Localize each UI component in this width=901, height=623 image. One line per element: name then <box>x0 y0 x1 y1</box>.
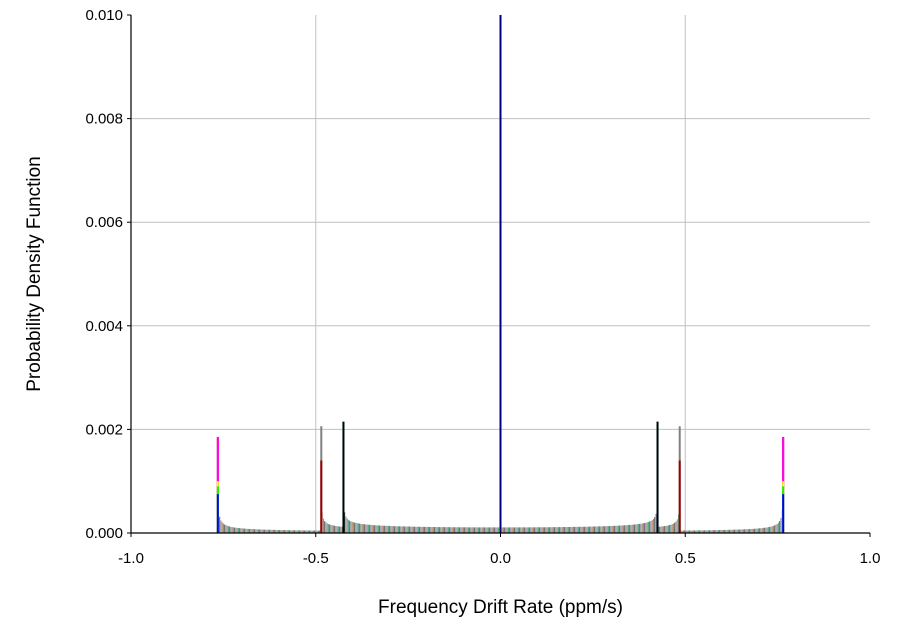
density-bars <box>218 509 783 533</box>
x-tick-label: 1.0 <box>860 550 881 567</box>
x-tick-label: 0.0 <box>490 550 511 567</box>
y-tick-label: 0.010 <box>85 7 123 24</box>
x-tick-label: -0.5 <box>303 550 329 567</box>
x-tick-labels: -1.0 -0.5 0.0 0.5 1.0 <box>118 550 880 567</box>
x-tick-label: -1.0 <box>118 550 144 567</box>
x-tick-label: 0.5 <box>675 550 696 567</box>
y-tick-label: 0.008 <box>85 111 123 128</box>
y-tick-label: 0.002 <box>85 421 123 438</box>
y-axis-title: Probability Density Function <box>24 156 45 392</box>
y-tick-labels: 0.000 0.002 0.004 0.006 0.008 0.010 <box>85 7 123 542</box>
y-tick-label: 0.004 <box>85 318 123 335</box>
peak-spikes <box>216 421 785 533</box>
y-tick-label: 0.000 <box>85 525 123 542</box>
x-axis-title: Frequency Drift Rate (ppm/s) <box>378 597 623 618</box>
axes <box>127 14 871 537</box>
y-tick-label: 0.006 <box>85 214 123 231</box>
